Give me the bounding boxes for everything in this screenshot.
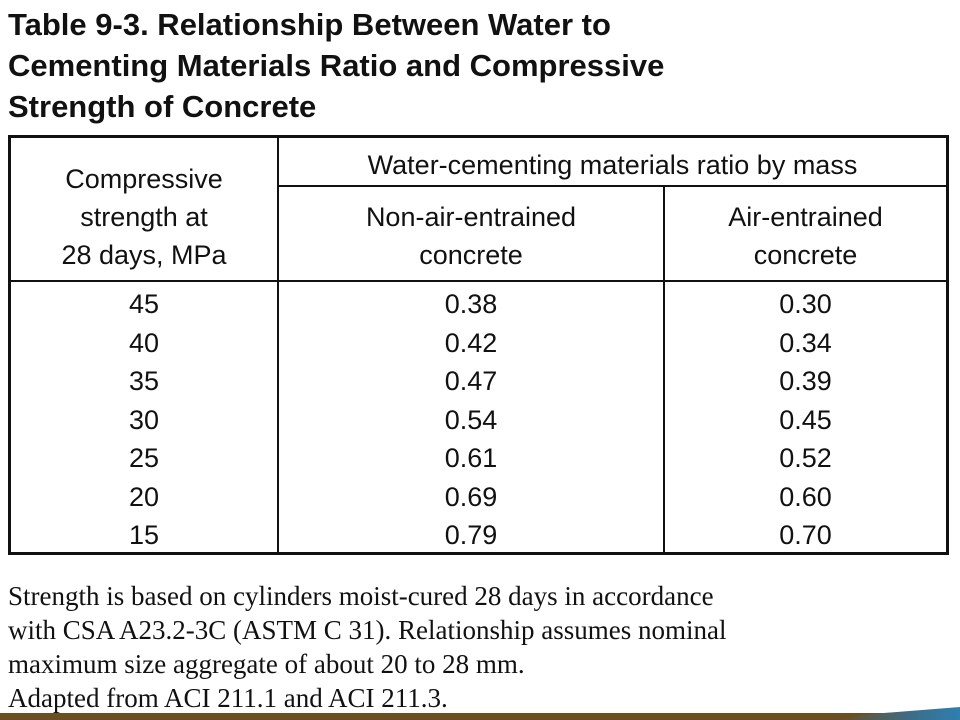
header-text: Non-air-entrained — [365, 202, 577, 232]
header-text: strength at — [80, 202, 208, 232]
table-cell: 0.42 — [444, 327, 498, 358]
header-text: 28 days, MPa — [61, 240, 227, 270]
column-divider-1 — [277, 138, 279, 552]
table-cell: 0.54 — [444, 404, 498, 435]
table-cell: 25 — [128, 443, 160, 473]
table-cell: 0.79 — [444, 520, 498, 550]
table-title-line-3: Strength of Concrete — [8, 89, 317, 124]
table-cell: 0.69 — [444, 481, 498, 512]
table-cell: 0.47 — [444, 366, 498, 396]
column-non-air-entrained: 0.38 0.42 0.47 0.54 0.61 0.69 0.79 — [279, 285, 663, 555]
table-cell: 45 — [128, 289, 160, 319]
header-text: Compressive — [65, 164, 223, 194]
table-cell: 0.45 — [779, 404, 832, 435]
table-cell: 0.60 — [779, 481, 832, 512]
footer-band — [0, 713, 960, 720]
table-cell: 0.30 — [779, 289, 832, 319]
table-cell: 30 — [128, 404, 160, 435]
data-table: Compressive strength at 28 days, MPa Wat… — [8, 135, 949, 555]
footnote-line-4: Adapted from ACI 211.1 and ACI 211.3. — [8, 683, 448, 713]
table-cell: 0.61 — [444, 443, 498, 473]
header-text: Water-cementing materials ratio by mass — [367, 150, 858, 180]
header-text: Air-entrained — [728, 202, 883, 232]
table-cell: 0.52 — [779, 443, 832, 473]
table-title-line-2: Cementing Materials Ratio and Compressiv… — [8, 48, 665, 83]
table-cell: 0.38 — [444, 289, 498, 319]
column-divider-2 — [663, 185, 665, 552]
table-cell: 0.34 — [779, 327, 832, 358]
column-air-entrained: 0.30 0.34 0.39 0.45 0.52 0.60 0.70 — [665, 285, 946, 555]
table-title-line-1: Table 9-3. Relationship Between Water to — [8, 7, 611, 42]
header-text: concrete — [419, 240, 523, 270]
header-compressive-strength: Compressive strength at 28 days, MPa — [11, 160, 277, 274]
header-non-air-entrained: Non-air-entrained concrete — [279, 198, 663, 274]
table-title: Table 9-3. Relationship Between Water to… — [8, 4, 908, 127]
footnote-line-2: with CSA A23.2-3C (ASTM C 31). Relations… — [8, 615, 727, 645]
column-strength: 45 40 35 30 25 20 15 — [11, 285, 277, 555]
table-cell: 15 — [128, 520, 160, 550]
table-cell: 0.70 — [779, 520, 832, 550]
header-text: concrete — [753, 240, 858, 270]
table-cell: 40 — [128, 327, 160, 358]
footnote-line-3: maximum size aggregate of about 20 to 28… — [8, 649, 525, 679]
table-cell: 35 — [128, 366, 160, 396]
table-footnote: Strength is based on cylinders moist-cur… — [8, 579, 953, 715]
header-divider — [11, 280, 946, 282]
table-cell: 0.39 — [779, 366, 832, 396]
footnote-line-1: Strength is based on cylinders moist-cur… — [8, 581, 714, 611]
group-header-divider — [277, 185, 946, 187]
header-air-entrained: Air-entrained concrete — [665, 198, 946, 274]
header-water-cement-ratio: Water-cementing materials ratio by mass — [279, 146, 946, 184]
table-cell: 20 — [128, 481, 160, 512]
